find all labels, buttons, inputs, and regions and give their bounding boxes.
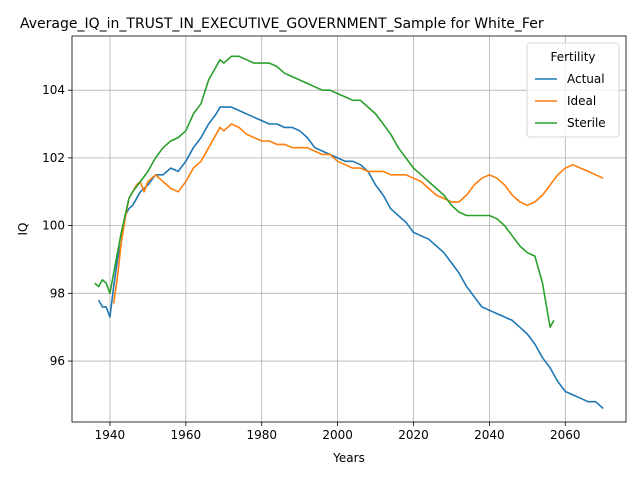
x-tick-label: 2000 bbox=[322, 428, 353, 442]
x-axis-label: Years bbox=[332, 451, 365, 465]
plot-frame bbox=[71, 35, 627, 423]
x-tick-label: 1960 bbox=[171, 428, 202, 442]
legend-label-sterile: Sterile bbox=[567, 116, 606, 130]
y-tick-label: 98 bbox=[50, 286, 65, 300]
series-line-ideal bbox=[112, 123, 604, 304]
legend: Fertility Actual Ideal Sterile bbox=[526, 42, 620, 138]
x-axis-ticks: 1940 1960 1980 2000 2020 2040 2060 bbox=[95, 422, 581, 442]
chart-title: Average_IQ_in_TRUST_IN_EXECUTIVE_GOVERNM… bbox=[20, 16, 544, 32]
grid-lines bbox=[72, 36, 626, 422]
x-tick-label: 2060 bbox=[550, 428, 581, 442]
y-tick-label: 102 bbox=[42, 151, 65, 165]
legend-items: Actual Ideal Sterile bbox=[535, 72, 606, 130]
series-line-sterile bbox=[94, 55, 555, 329]
y-axis-ticks: 96 98 100 102 104 bbox=[42, 83, 72, 368]
legend-label-actual: Actual bbox=[567, 72, 605, 86]
x-tick-label: 1980 bbox=[246, 428, 277, 442]
y-tick-label: 96 bbox=[50, 354, 65, 368]
x-tick-label: 1940 bbox=[95, 428, 126, 442]
x-tick-label: 2040 bbox=[474, 428, 505, 442]
series-line-actual bbox=[97, 106, 604, 410]
legend-box bbox=[526, 42, 620, 138]
legend-label-ideal: Ideal bbox=[567, 94, 596, 108]
legend-title: Fertility bbox=[550, 50, 595, 64]
x-tick-label: 2020 bbox=[398, 428, 429, 442]
y-tick-label: 104 bbox=[42, 83, 65, 97]
y-tick-label: 100 bbox=[42, 219, 65, 233]
y-axis-label: IQ bbox=[16, 223, 30, 236]
series-lines bbox=[94, 55, 604, 410]
